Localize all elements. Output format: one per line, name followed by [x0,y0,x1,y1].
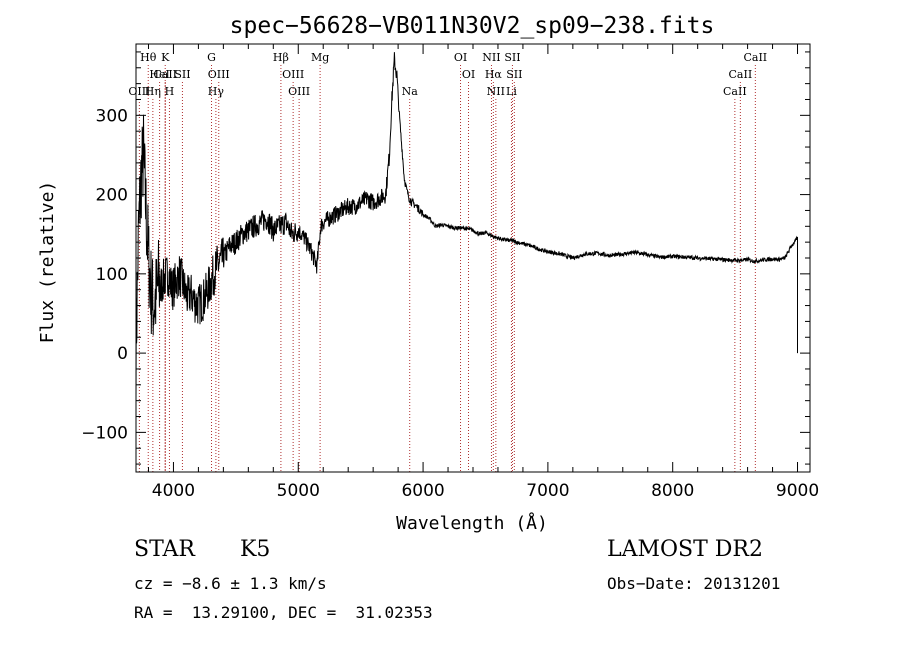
marker-label: Hη [145,85,161,98]
y-tick-label: 0 [117,344,128,364]
marker-label: Na [402,85,419,98]
chart-title: spec−56628−VB011N30V2_sp09−238.fits [230,13,715,39]
object-subclass: K5 [240,537,271,562]
marker-label: K [161,51,170,64]
marker-label: Hθ [140,51,157,64]
marker-label: OIII [128,85,150,98]
marker-label: Hα [485,68,503,81]
object-class: STAR [134,537,195,562]
x-axis-label: Wavelength (Å) [396,512,548,534]
marker-label: SII [506,68,522,81]
marker-label: CaII [723,85,747,98]
marker-label: Li [506,85,517,98]
marker-label: OIII [282,68,304,81]
marker-label: OI [462,68,475,81]
x-tick-label: 5000 [277,481,320,501]
x-tick-label: 8000 [651,481,694,501]
axes: 4000 5000 6000 7000 8000 9000 −100 0 100 200 300 [81,43,819,501]
class-label: STAR K5 [134,537,270,562]
x-tick-label: 7000 [526,481,569,501]
marker-label: OIII [288,85,310,98]
spectrum-line [135,52,798,401]
y-tick-label: 200 [96,186,128,206]
y-tick-label: 100 [96,265,128,285]
obs-date-label: Obs−Date: 20131201 [607,574,781,593]
marker-label: Mg [311,51,329,64]
y-tick-label: −100 [81,423,128,443]
y-tick-label: 300 [96,106,128,126]
marker-label: OIII [208,68,230,81]
marker-label: SII [174,68,190,81]
marker-label: OI [454,51,467,64]
x-tick-label: 6000 [401,481,444,501]
coordinates-label: RA = 13.29100, DEC = 31.02353 [134,603,433,622]
marker-label: Hγ [208,85,225,98]
y-axis-label: Flux (relative) [37,181,58,344]
marker-label: HeI [149,68,169,81]
marker-label: NII [487,85,505,98]
marker-label: G [207,51,216,64]
x-tick-label: 9000 [776,481,819,501]
marker-label: CaII [153,68,177,81]
marker-label: Hβ [273,51,289,64]
survey-label: LAMOST DR2 [607,537,763,562]
marker-label: CaII [729,68,753,81]
redshift-label: cz = −8.6 ± 1.3 km/s [134,574,327,593]
marker-label: NII [482,51,500,64]
marker-label: SII [504,51,520,64]
x-tick-label: 4000 [152,481,195,501]
marker-label: H [165,85,175,98]
marker-label: CaII [743,51,767,64]
